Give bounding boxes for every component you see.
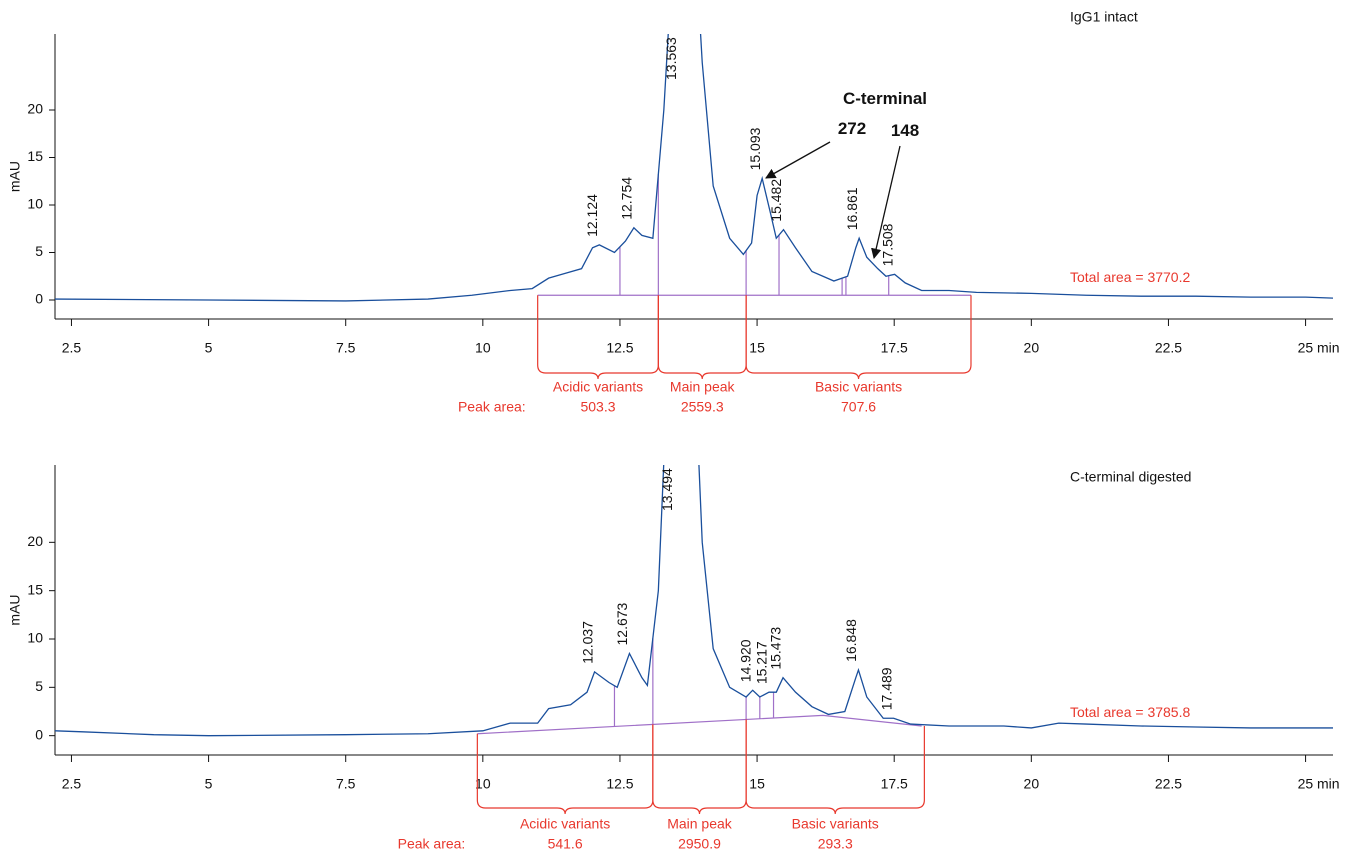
group-area: 2559.3 xyxy=(681,399,724,415)
group-name: Main peak xyxy=(670,379,736,395)
y-tick-label: 0 xyxy=(35,726,43,742)
group-name: Basic variants xyxy=(815,379,902,395)
group-name: Acidic variants xyxy=(520,816,610,832)
chart-title: C-terminal digested xyxy=(1070,469,1191,485)
area-label: Peak area: xyxy=(458,399,526,415)
x-tick-label: 20 xyxy=(1024,776,1040,792)
group-area: 503.3 xyxy=(580,399,615,415)
group-area: 293.3 xyxy=(818,836,853,852)
x-tick-label: 10 xyxy=(475,340,491,356)
arrow xyxy=(871,145,901,260)
group-brace xyxy=(745,364,972,380)
x-tick-label: 7.5 xyxy=(336,776,356,792)
trace xyxy=(55,465,1333,737)
x-tick-label: 12.5 xyxy=(606,340,633,356)
x-tick-label: 2.5 xyxy=(62,776,82,792)
y-tick-label: 5 xyxy=(35,243,43,259)
y-tick-label: 0 xyxy=(35,291,43,307)
x-tick-label: 25 min xyxy=(1298,776,1340,792)
y-tick-label: 10 xyxy=(27,196,43,212)
peak-label: 15.473 xyxy=(768,627,784,670)
peak-label: 16.861 xyxy=(844,187,860,230)
x-tick-label: 5 xyxy=(205,340,213,356)
total-area: Total area = 3770.2 xyxy=(1070,269,1190,285)
peak-label: 12.124 xyxy=(584,194,600,237)
group-brace xyxy=(745,799,925,815)
annotation: 148 xyxy=(891,121,919,140)
x-tick-label: 15 xyxy=(749,776,765,792)
x-tick-label: 5 xyxy=(205,776,213,792)
x-tick-label: 10 xyxy=(475,776,491,792)
group-name: Basic variants xyxy=(792,816,879,832)
peak-label: 12.754 xyxy=(619,177,635,220)
y-axis-label: mAU xyxy=(7,161,23,192)
peak-label: 15.093 xyxy=(747,127,763,170)
x-tick-label: 17.5 xyxy=(881,776,908,792)
y-axis-label: mAU xyxy=(7,594,23,625)
y-tick-label: 20 xyxy=(27,101,43,117)
x-tick-label: 22.5 xyxy=(1155,776,1182,792)
peak-label: 12.673 xyxy=(614,602,630,645)
peak-label: 17.489 xyxy=(878,667,894,710)
peak-label: 13.494 xyxy=(659,468,675,511)
y-tick-label: 15 xyxy=(27,581,43,597)
peak-label: 12.037 xyxy=(579,621,595,664)
x-tick-label: 15 xyxy=(749,340,765,356)
x-tick-label: 7.5 xyxy=(336,340,356,356)
group-brace xyxy=(652,799,747,815)
peak-label: 15.217 xyxy=(754,641,770,684)
x-tick-label: 12.5 xyxy=(606,776,633,792)
chart-title: IgG1 intact xyxy=(1070,9,1138,25)
arrow xyxy=(765,141,831,179)
x-tick-label: 17.5 xyxy=(881,340,908,356)
annotation: C-terminal xyxy=(843,89,927,108)
area-label: Peak area: xyxy=(398,836,466,852)
integration-baseline xyxy=(477,714,922,735)
y-tick-label: 5 xyxy=(35,678,43,694)
group-name: Main peak xyxy=(667,816,733,832)
group-name: Acidic variants xyxy=(553,379,643,395)
x-tick-label: 2.5 xyxy=(62,340,82,356)
group-area: 707.6 xyxy=(841,399,876,415)
x-tick-label: 25 min xyxy=(1298,340,1340,356)
x-tick-label: 20 xyxy=(1024,340,1040,356)
group-area: 541.6 xyxy=(548,836,583,852)
peak-label: 13.563 xyxy=(663,37,679,80)
annotation: 272 xyxy=(838,119,866,138)
peak-label: 17.508 xyxy=(879,223,895,266)
group-brace xyxy=(537,364,659,380)
peak-label: 16.848 xyxy=(843,619,859,662)
y-tick-label: 20 xyxy=(27,533,43,549)
peak-label: 15.482 xyxy=(768,179,784,222)
trace xyxy=(55,34,1333,302)
group-area: 2950.9 xyxy=(678,836,721,852)
peak-label: 14.920 xyxy=(737,639,753,682)
y-tick-label: 15 xyxy=(27,148,43,164)
group-brace xyxy=(476,799,654,815)
group-brace xyxy=(657,364,747,380)
total-area: Total area = 3785.8 xyxy=(1070,704,1190,720)
y-tick-label: 10 xyxy=(27,630,43,646)
x-tick-label: 22.5 xyxy=(1155,340,1182,356)
